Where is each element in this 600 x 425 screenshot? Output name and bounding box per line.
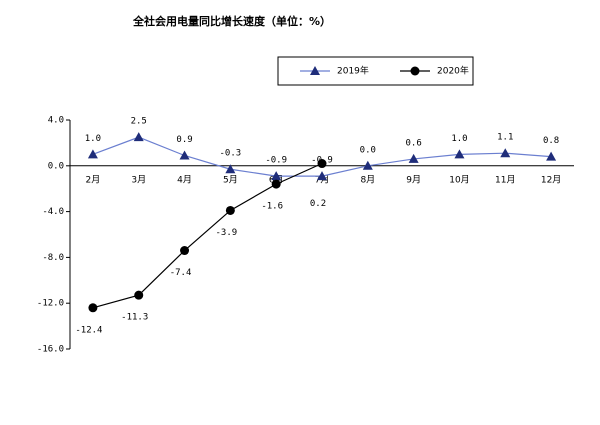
data-label: -0.3 [220,149,242,159]
x-tick-label: 8月 [360,174,375,185]
data-label: -0.9 [265,156,287,166]
x-tick-label: 5月 [223,174,238,185]
x-tick-label: 10月 [449,174,469,185]
legend-box [277,56,474,86]
point [410,66,420,76]
point [362,160,373,170]
point [317,171,327,181]
y-tick-label: -8.0 [42,253,64,263]
point [180,246,190,256]
y-tick-label: 4.0 [48,116,64,126]
point [88,303,98,313]
x-tick-label: 9月 [406,174,421,185]
y-tick-label: -4.0 [42,207,64,217]
data-label: 0.6 [406,138,422,148]
point [454,149,465,159]
series-line [92,162,323,309]
point [87,149,98,159]
point [546,151,557,161]
x-tick-label: 2月 [86,174,101,185]
data-label: 0.8 [543,136,559,146]
point [133,132,144,142]
x-tick-label: 4月 [177,174,192,185]
legend-label: 2020年 [437,65,469,77]
point [225,205,235,215]
data-label: 2.5 [131,117,147,127]
data-label: -3.9 [216,228,238,238]
y-tick-label: -12.0 [37,299,64,309]
data-label: 0.2 [310,199,326,209]
point [271,171,282,181]
data-label: -1.6 [261,202,283,212]
data-label: -12.4 [75,325,102,335]
chart-title: 全社会用电量同比增长速度（单位：%） [132,14,331,28]
legend-label: 2019年 [337,65,369,77]
y-tick-label: 0.0 [48,161,64,171]
point [500,148,511,158]
x-tick-label: 11月 [495,174,515,185]
point [271,179,281,189]
point [134,290,144,300]
data-label: 1.0 [451,134,467,144]
data-label: -11.3 [121,313,148,323]
data-label: -7.4 [170,268,192,278]
x-tick-label: 12月 [541,174,561,185]
data-label: 1.0 [85,134,101,144]
point [179,150,190,160]
point [317,159,327,169]
data-label: 0.9 [176,135,192,145]
x-tick-label: 3月 [131,174,146,185]
y-tick-label: -16.0 [37,345,64,355]
point [310,66,320,75]
point [408,153,419,163]
data-label: 1.1 [497,133,513,143]
point [225,164,236,174]
data-label: 0.0 [360,145,376,155]
